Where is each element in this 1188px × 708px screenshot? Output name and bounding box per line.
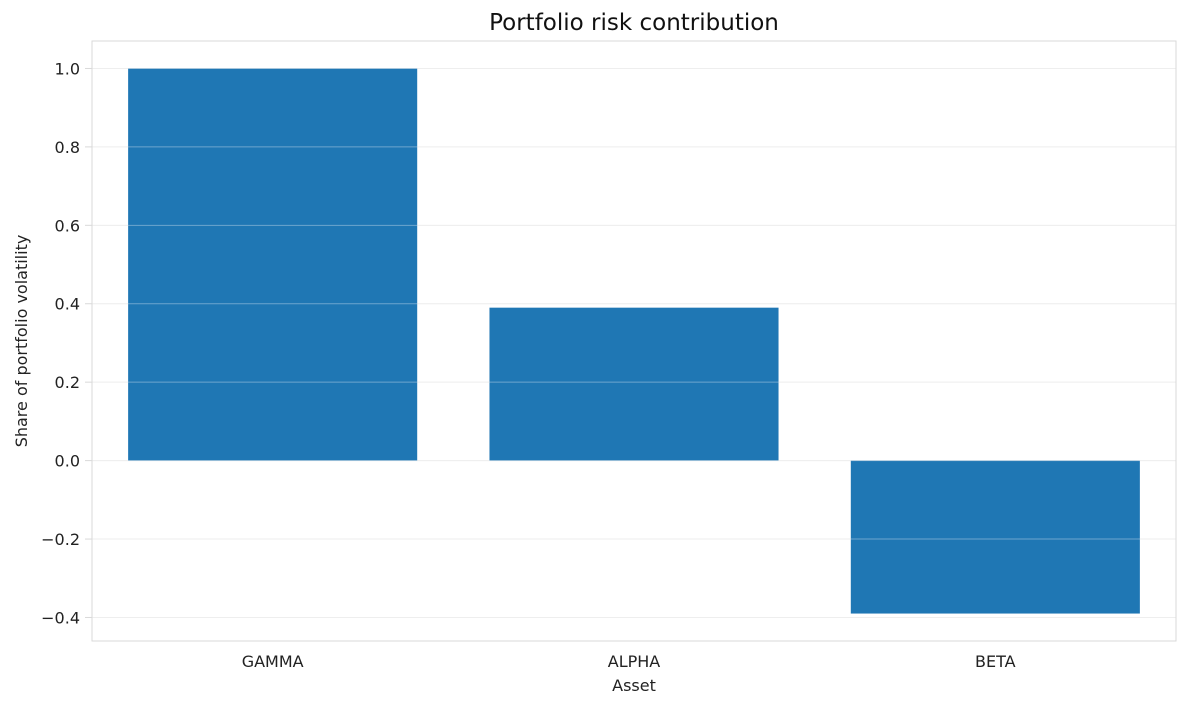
chart-title: Portfolio risk contribution	[489, 10, 779, 36]
x-tick-label: ALPHA	[608, 652, 661, 671]
plot-frame	[91, 40, 1177, 642]
bar-beta	[850, 460, 1140, 614]
x-tick-label: GAMMA	[242, 652, 304, 671]
y-tick-label: −0.2	[41, 530, 80, 549]
x-tick-labels: GAMMA ALPHA BETA	[242, 652, 1016, 671]
bar-gamma	[128, 68, 418, 461]
bar-alpha	[489, 307, 779, 461]
y-tick-label: 0.2	[55, 373, 80, 392]
y-tick-labels: 1.0 0.8 0.6 0.4 0.2 0.0 −0.2 −0.4	[41, 59, 92, 627]
x-axis-title: Asset	[612, 676, 656, 695]
y-axis-title: Share of portfolio volatility	[12, 235, 31, 448]
grid-overlay	[92, 67, 1176, 618]
y-tick-label: 1.0	[55, 59, 80, 78]
y-tick-label: 0.8	[55, 138, 80, 157]
x-tick-label: BETA	[975, 652, 1016, 671]
y-tick-label: 0.6	[55, 216, 80, 235]
bars	[128, 68, 1140, 614]
y-tick-label: 0.4	[55, 295, 80, 314]
y-tick-label: −0.4	[41, 608, 80, 627]
y-tick-label: 0.0	[55, 452, 80, 471]
